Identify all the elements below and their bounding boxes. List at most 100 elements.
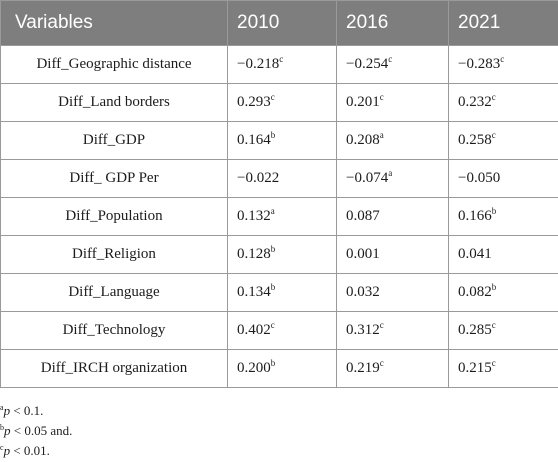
coefficient-value: 0.215 — [458, 360, 492, 376]
coefficient-value: 0.001 — [346, 246, 380, 262]
value-cell: 0.201c — [336, 83, 449, 122]
value-cell: −0.022 — [227, 159, 337, 198]
value-cell: −0.050 — [448, 159, 558, 198]
value-cell: 0.219c — [336, 349, 449, 388]
footnote-text: < 0.1. — [10, 403, 44, 418]
table-row: Diff_Language 0.134b 0.032 0.082b — [0, 273, 558, 312]
coefficient-value: −0.254 — [346, 56, 389, 72]
coefficient-value: 0.201 — [346, 94, 380, 110]
value-cell: 0.312c — [336, 311, 449, 350]
significance-mark: b — [491, 282, 497, 292]
table-row: Diff_Technology 0.402c 0.312c 0.285c — [0, 311, 558, 350]
variable-cell: Diff_Religion — [0, 235, 228, 274]
significance-mark: c — [270, 92, 275, 102]
coefficient-value: 0.128 — [237, 246, 271, 262]
footnote-text: < 0.01. — [10, 443, 50, 458]
value-cell: 0.215c — [448, 349, 558, 388]
significance-mark: c — [491, 320, 496, 330]
significance-mark: b — [270, 130, 276, 140]
significance-mark: b — [491, 206, 497, 216]
table-body: Diff_Geographic distance −0.218c −0.254c −0… — [0, 45, 558, 388]
p-symbol: p — [3, 403, 11, 418]
header-2010: 2010 — [227, 0, 337, 46]
value-cell: 0.293c — [227, 83, 337, 122]
variable-cell: Diff_Population — [0, 197, 228, 236]
coefficient-value: −0.022 — [237, 170, 280, 186]
results-table-container: Variables 2010 2016 2021 Diff_Geographic… — [0, 0, 558, 388]
value-cell: 0.232c — [448, 83, 558, 122]
footnote: bp < 0.05 and. — [0, 421, 72, 441]
table-row: Diff_Religion 0.128b 0.001 0.041 — [0, 235, 558, 274]
p-symbol: p — [3, 443, 11, 458]
variable-cell: Diff_Geographic distance — [0, 45, 228, 84]
coefficient-value: 0.232 — [458, 94, 492, 110]
coefficient-value: −0.050 — [458, 170, 501, 186]
significance-mark: c — [491, 130, 496, 140]
value-cell: 0.132a — [227, 197, 337, 236]
variable-cell: Diff_Land borders — [0, 83, 228, 122]
results-table: Variables 2010 2016 2021 Diff_Geographic… — [0, 0, 558, 388]
footnote-mark: b — [0, 423, 4, 432]
table-header: Variables 2010 2016 2021 — [0, 0, 558, 46]
significance-mark: b — [270, 282, 276, 292]
value-cell: 0.200b — [227, 349, 337, 388]
value-cell: 0.001 — [336, 235, 449, 274]
table-row: Diff_GDP 0.164b 0.208a 0.258c — [0, 121, 558, 160]
significance-mark: c — [388, 54, 393, 64]
header-row: Variables 2010 2016 2021 — [0, 0, 558, 46]
variable-cell: Diff_GDP — [0, 121, 228, 160]
value-cell: −0.254c — [336, 45, 449, 84]
coefficient-value: 0.041 — [458, 246, 492, 262]
coefficient-value: 0.200 — [237, 360, 271, 376]
value-cell: 0.082b — [448, 273, 558, 312]
significance-mark: b — [270, 244, 276, 254]
value-cell: 0.041 — [448, 235, 558, 274]
value-cell: 0.402c — [227, 311, 337, 350]
footnote-text: < 0.05 and. — [10, 423, 73, 438]
coefficient-value: 0.285 — [458, 322, 492, 338]
coefficient-value: 0.312 — [346, 322, 380, 338]
coefficient-value: 0.134 — [237, 284, 271, 300]
value-cell: 0.258c — [448, 121, 558, 160]
significance-mark: c — [500, 54, 505, 64]
significance-mark: c — [491, 92, 496, 102]
significance-mark: c — [379, 320, 384, 330]
significance-mark: a — [270, 206, 275, 216]
value-cell: 0.166b — [448, 197, 558, 236]
coefficient-value: 0.166 — [458, 208, 492, 224]
significance-mark: c — [279, 54, 284, 64]
table-row: Diff_Geographic distance −0.218c −0.254c −0… — [0, 45, 558, 84]
footnotes: ap < 0.1. bp < 0.05 and. cp < 0.01. — [0, 401, 72, 461]
table-row: Diff_Population 0.132a 0.087 0.166b — [0, 197, 558, 236]
coefficient-value: 0.132 — [237, 208, 271, 224]
coefficient-value: 0.032 — [346, 284, 380, 300]
table-row: Diff_ GDP Per −0.022 −0.074a −0.050 — [0, 159, 558, 198]
coefficient-value: 0.082 — [458, 284, 492, 300]
value-cell: 0.164b — [227, 121, 337, 160]
coefficient-value: 0.219 — [346, 360, 380, 376]
coefficient-value: −0.218 — [237, 56, 280, 72]
value-cell: 0.128b — [227, 235, 337, 274]
header-variables: Variables — [0, 0, 228, 46]
footnote-mark: a — [0, 403, 4, 412]
significance-mark: a — [379, 130, 384, 140]
coefficient-value: −0.283 — [458, 56, 501, 72]
value-cell: −0.074a — [336, 159, 449, 198]
significance-mark: c — [270, 320, 275, 330]
header-2016: 2016 — [336, 0, 449, 46]
value-cell: −0.218c — [227, 45, 337, 84]
variable-cell: Diff_IRCH organization — [0, 349, 228, 388]
table-row: Diff_IRCH organization 0.200b 0.219c 0.215c — [0, 349, 558, 388]
coefficient-value: 0.208 — [346, 132, 380, 148]
value-cell: 0.032 — [336, 273, 449, 312]
table-row: Diff_Land borders 0.293c 0.201c 0.232c — [0, 83, 558, 122]
significance-mark: a — [388, 168, 393, 178]
coefficient-value: 0.258 — [458, 132, 492, 148]
coefficient-value: 0.402 — [237, 322, 271, 338]
value-cell: −0.283c — [448, 45, 558, 84]
footnote: ap < 0.1. — [0, 401, 72, 421]
coefficient-value: 0.293 — [237, 94, 271, 110]
coefficient-value: 0.164 — [237, 132, 271, 148]
variable-cell: Diff_Language — [0, 273, 228, 312]
header-2021: 2021 — [448, 0, 558, 46]
